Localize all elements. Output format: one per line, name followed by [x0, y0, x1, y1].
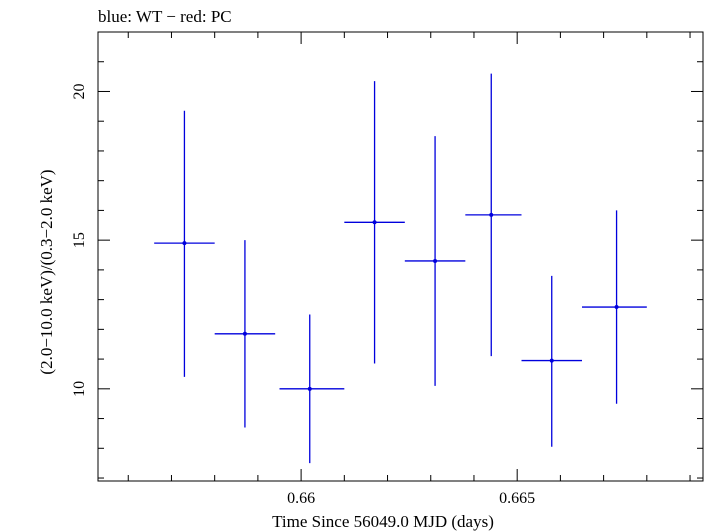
y-tick-label: 15 — [71, 232, 88, 248]
data-point — [344, 81, 405, 364]
point-marker — [433, 258, 438, 263]
y-tick-label: 20 — [71, 83, 88, 99]
y-axis-label: (2.0−10.0 keV)/(0.3−2.0 keV) — [37, 169, 56, 374]
axis-ticks — [98, 31, 703, 481]
point-marker — [372, 220, 377, 225]
plot-frame — [97, 31, 704, 482]
point-marker — [182, 241, 187, 246]
data-points — [154, 73, 647, 464]
data-point — [465, 73, 522, 357]
x-tick-label: 0.66 — [287, 490, 315, 507]
data-point — [521, 275, 582, 447]
data-point — [214, 240, 276, 428]
x-tick-label: 0.665 — [499, 490, 535, 507]
y-tick-label: 10 — [71, 381, 88, 397]
data-point — [404, 136, 466, 386]
point-marker — [242, 331, 247, 336]
point-marker — [614, 305, 619, 310]
point-marker — [549, 358, 554, 363]
point-marker — [307, 386, 312, 391]
data-point — [154, 110, 215, 377]
x-axis-label: Time Since 56049.0 MJD (days) — [272, 512, 494, 531]
axis-tick-labels: 0.66 0.665 10 15 20 — [71, 83, 535, 507]
data-point — [279, 314, 345, 464]
chart-title: blue: WT − red: PC — [98, 7, 232, 26]
point-marker — [489, 212, 494, 217]
data-point — [582, 210, 647, 404]
